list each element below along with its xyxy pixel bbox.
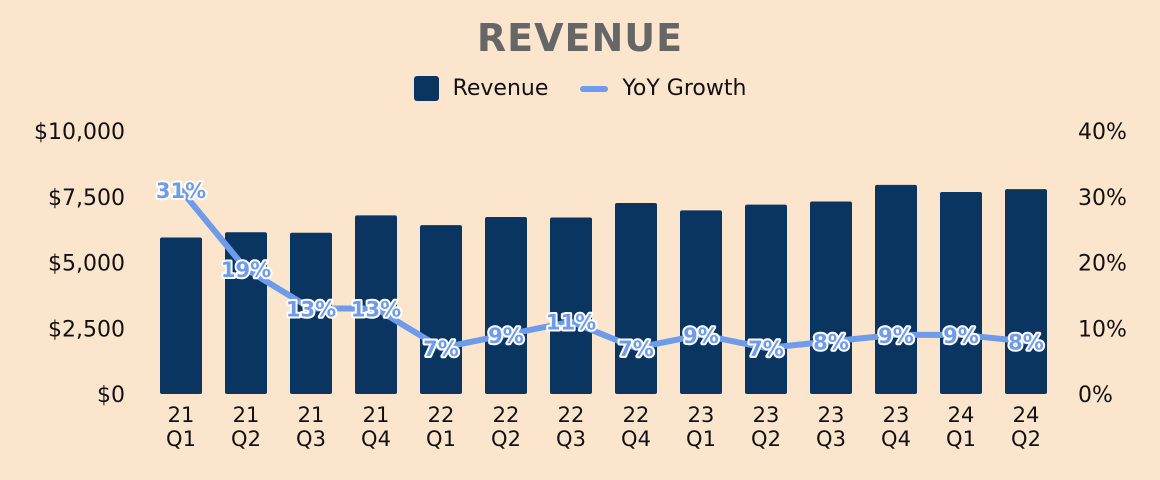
y-left-tick-label: $7,500 (48, 186, 125, 211)
x-tick-label: 22 Q1 (426, 403, 456, 451)
x-tick-label: 23 Q2 (751, 403, 781, 451)
data-label-yoy-growth: 8% (1008, 330, 1044, 354)
x-tick-label: 21 Q1 (166, 403, 196, 451)
bar-revenue (355, 215, 397, 394)
x-tick-label: 22 Q3 (556, 403, 586, 451)
y-right-tick-label: 40% (1078, 120, 1127, 145)
bar-revenue (615, 203, 657, 394)
bar-revenue (745, 204, 787, 394)
data-label-yoy-growth: 7% (748, 337, 784, 361)
bar-revenue (225, 232, 267, 394)
bar-revenue (680, 210, 722, 394)
x-tick-label: 23 Q4 (881, 403, 911, 451)
data-label-yoy-growth: 19% (221, 258, 271, 282)
data-label-yoy-growth: 8% (813, 330, 849, 354)
y-left-tick-label: $2,500 (48, 317, 125, 342)
y-right-tick-label: 30% (1078, 186, 1127, 211)
chart-title: REVENUE (476, 16, 684, 60)
line-yoy-growth (178, 187, 1029, 351)
bar-revenue (550, 217, 592, 394)
data-label-yoy-growth: 9% (943, 324, 979, 348)
data-label-yoy-growth: 13% (351, 298, 401, 322)
legend-swatch-yoy-growth (580, 85, 609, 92)
chart-legend: Revenue YoY Growth (0, 76, 1160, 101)
x-tick-label: 23 Q3 (816, 403, 846, 451)
data-label-yoy-growth: 7% (423, 337, 459, 361)
legend-item-yoy-growth: YoY Growth (580, 76, 746, 101)
legend-label-revenue: Revenue (452, 76, 549, 101)
legend-label-yoy-growth: YoY Growth (622, 76, 747, 101)
x-tick-label: 21 Q4 (361, 403, 391, 451)
y-left-tick-label: $5,000 (48, 252, 125, 277)
data-label-yoy-growth: 9% (683, 324, 719, 348)
y-right-tick-label: 0% (1078, 383, 1113, 408)
x-tick-label: 23 Q1 (686, 403, 716, 451)
x-tick-label: 22 Q4 (621, 403, 651, 451)
bar-revenue (160, 237, 202, 394)
bar-revenue (1005, 189, 1047, 394)
data-label-yoy-growth: 9% (878, 324, 914, 348)
y-left-tick-label: $0 (97, 383, 125, 408)
legend-item-revenue: Revenue (413, 76, 549, 101)
x-tick-label: 24 Q1 (946, 403, 976, 451)
bar-revenue (485, 217, 527, 394)
y-right-tick-label: 10% (1078, 317, 1127, 342)
data-label-yoy-growth: 9% (488, 324, 524, 348)
x-tick-label: 22 Q2 (491, 403, 521, 451)
y-right-tick-label: 20% (1078, 252, 1127, 277)
data-label-yoy-growth: 31% (156, 179, 206, 203)
bar-revenue (810, 201, 852, 394)
bar-revenue (940, 192, 982, 394)
bar-revenue (420, 225, 462, 394)
x-tick-label: 24 Q2 (1011, 403, 1041, 451)
x-tick-label: 21 Q2 (231, 403, 261, 451)
data-label-yoy-growth: 11% (546, 311, 596, 335)
data-label-yoy-growth: 7% (618, 337, 654, 361)
y-left-tick-label: $10,000 (34, 120, 125, 145)
x-tick-label: 21 Q3 (296, 403, 326, 451)
bar-revenue (875, 184, 917, 394)
data-label-yoy-growth: 13% (286, 298, 336, 322)
legend-swatch-revenue (413, 76, 439, 101)
bar-revenue (290, 232, 332, 394)
